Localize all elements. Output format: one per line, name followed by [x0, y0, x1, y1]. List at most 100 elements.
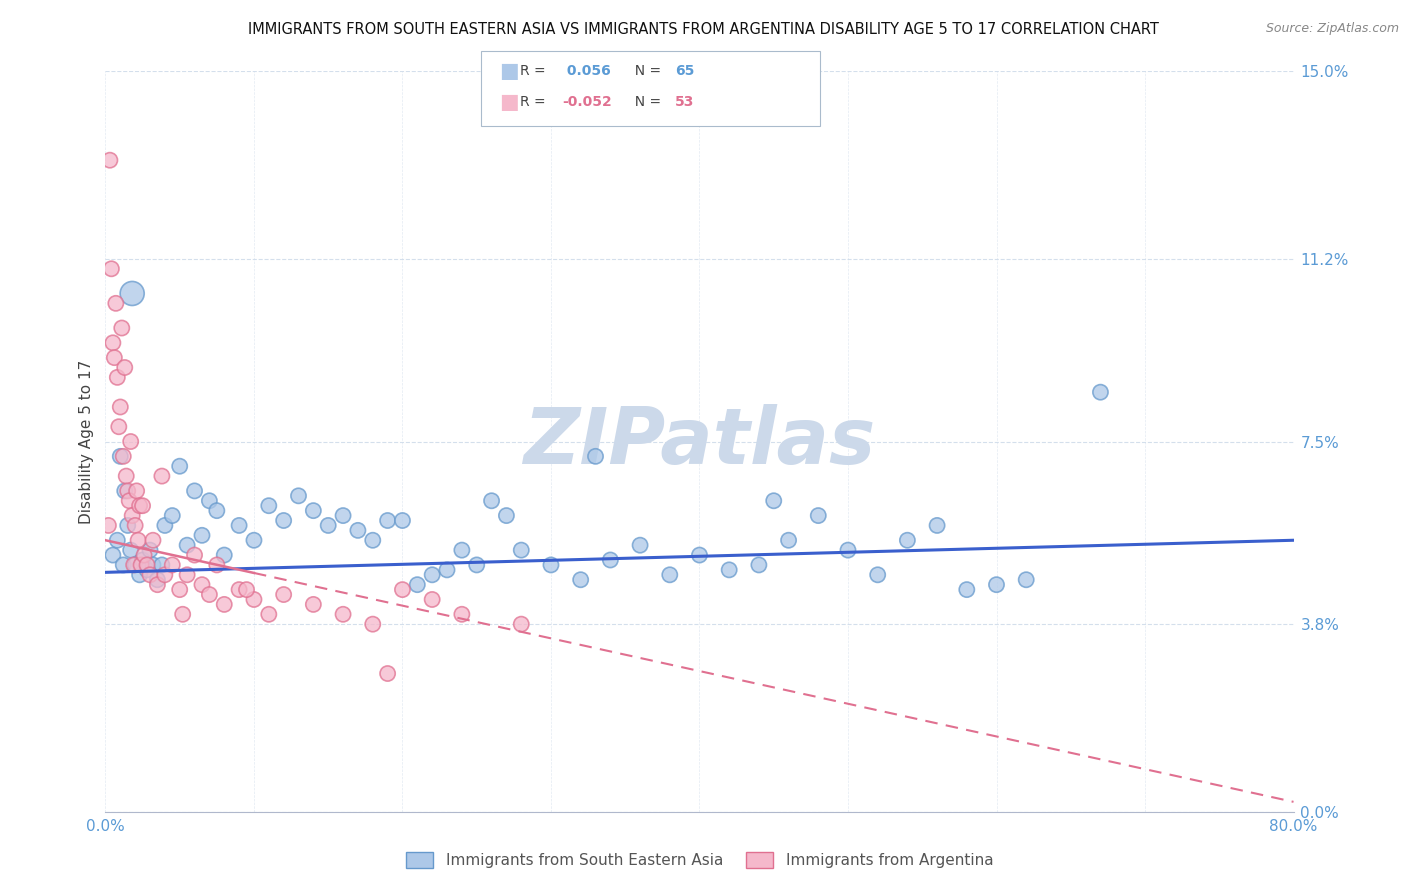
Text: 65: 65 — [675, 64, 695, 78]
Point — [112, 558, 135, 572]
Point — [162, 508, 184, 523]
Point — [205, 503, 228, 517]
Point — [98, 153, 121, 168]
Point — [117, 483, 139, 498]
Point — [110, 400, 132, 414]
Point — [153, 567, 176, 582]
Point — [658, 567, 681, 582]
Point — [128, 499, 150, 513]
Point — [1090, 385, 1112, 400]
Point — [927, 518, 949, 533]
Point — [243, 533, 266, 548]
Text: 0.056: 0.056 — [562, 64, 612, 78]
Point — [142, 558, 165, 572]
Point — [450, 543, 472, 558]
Text: ■: ■ — [499, 92, 519, 112]
Point — [124, 558, 146, 572]
Point — [332, 508, 354, 523]
Point — [120, 434, 142, 449]
Point — [540, 558, 562, 572]
Point — [142, 533, 165, 548]
Text: N =: N = — [626, 95, 665, 109]
Point — [1015, 573, 1038, 587]
Text: R =: R = — [520, 64, 550, 78]
Point — [481, 493, 503, 508]
Point — [150, 469, 173, 483]
Point — [150, 558, 173, 572]
Point — [108, 419, 131, 434]
Text: ■: ■ — [499, 62, 519, 81]
Point — [114, 360, 136, 375]
Point — [103, 351, 125, 365]
Point — [169, 459, 191, 474]
Point — [585, 450, 607, 464]
Point — [121, 286, 143, 301]
Point — [302, 503, 325, 517]
Point — [689, 548, 711, 562]
Point — [391, 582, 413, 597]
Point — [183, 548, 205, 562]
Point — [191, 528, 214, 542]
Point — [214, 598, 236, 612]
Point — [228, 582, 250, 597]
Point — [257, 607, 280, 622]
Point — [450, 607, 472, 622]
Point — [436, 563, 458, 577]
Point — [406, 577, 429, 591]
Point — [122, 558, 145, 572]
Point — [111, 321, 134, 335]
Point — [510, 543, 533, 558]
Point — [465, 558, 488, 572]
Point — [287, 489, 309, 503]
Point — [748, 558, 770, 572]
Y-axis label: Disability Age 5 to 17: Disability Age 5 to 17 — [79, 359, 94, 524]
Point — [377, 514, 399, 528]
Point — [866, 567, 889, 582]
Point — [302, 598, 325, 612]
Point — [139, 567, 162, 582]
Point — [420, 567, 443, 582]
Point — [361, 617, 384, 632]
Point — [332, 607, 354, 622]
Point — [110, 450, 132, 464]
Point — [121, 508, 143, 523]
Text: R =: R = — [520, 95, 550, 109]
Point — [128, 567, 150, 582]
Text: -0.052: -0.052 — [562, 95, 612, 109]
Point — [183, 483, 205, 498]
Point — [228, 518, 250, 533]
Point — [198, 493, 221, 508]
Point — [118, 493, 141, 508]
Point — [162, 558, 184, 572]
Point — [316, 518, 339, 533]
Point — [176, 567, 198, 582]
Point — [120, 543, 142, 558]
Point — [176, 538, 198, 552]
Point — [131, 553, 153, 567]
Point — [205, 558, 228, 572]
Point — [131, 499, 153, 513]
Point — [136, 563, 159, 577]
Text: ZIPatlas: ZIPatlas — [523, 403, 876, 480]
Text: IMMIGRANTS FROM SOUTH EASTERN ASIA VS IMMIGRANTS FROM ARGENTINA DISABILITY AGE 5: IMMIGRANTS FROM SOUTH EASTERN ASIA VS IM… — [247, 22, 1159, 37]
Point — [172, 607, 194, 622]
Point — [391, 514, 413, 528]
Point — [347, 524, 370, 538]
Point — [718, 563, 741, 577]
Point — [153, 518, 176, 533]
Point — [896, 533, 918, 548]
Point — [105, 533, 128, 548]
Point — [125, 483, 148, 498]
Point — [97, 518, 120, 533]
Point — [104, 296, 127, 310]
Point — [139, 543, 162, 558]
Point — [115, 469, 138, 483]
Point — [198, 588, 221, 602]
Point — [495, 508, 517, 523]
Point — [127, 533, 149, 548]
Point — [273, 514, 295, 528]
Text: Source: ZipAtlas.com: Source: ZipAtlas.com — [1265, 22, 1399, 36]
Point — [510, 617, 533, 632]
Point — [778, 533, 800, 548]
Point — [273, 588, 295, 602]
